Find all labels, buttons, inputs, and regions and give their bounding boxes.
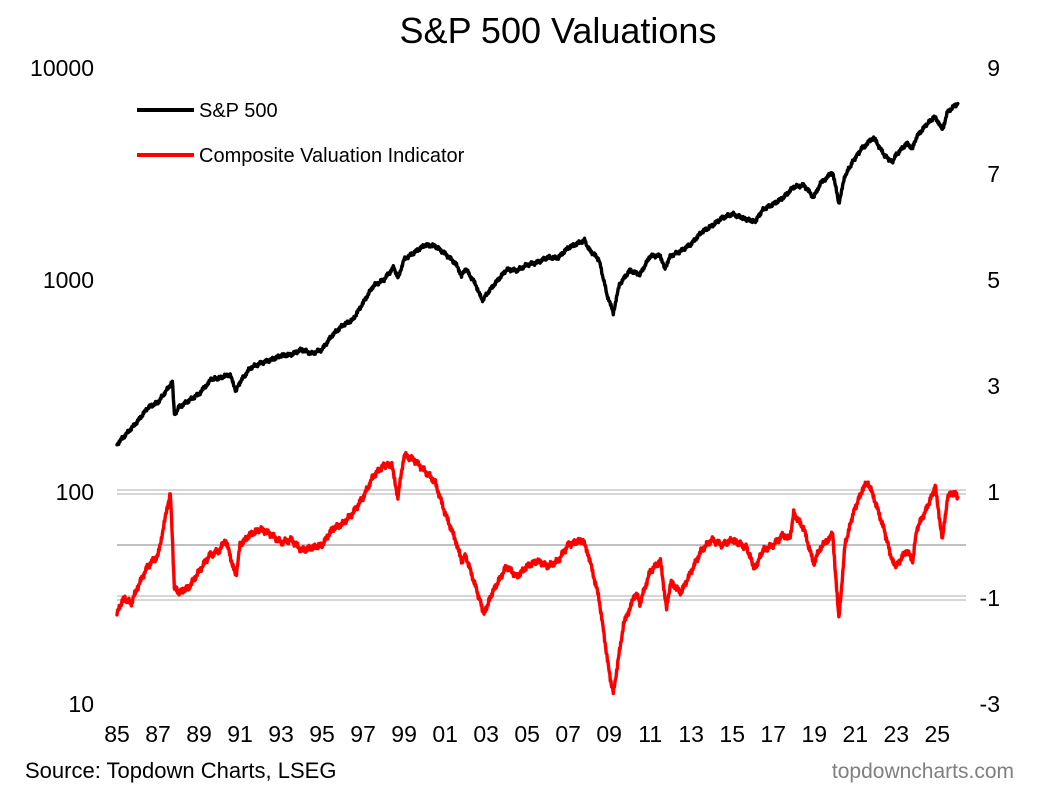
source-note: Source: Topdown Charts, LSEG bbox=[25, 758, 336, 783]
left-axis-tick-label: 10 bbox=[68, 691, 94, 717]
chart-title: S&P 500 Valuations bbox=[400, 10, 717, 51]
reference-lines bbox=[117, 489, 966, 601]
right-axis-tick-label: -1 bbox=[980, 585, 1000, 611]
x-axis-tick-label: 91 bbox=[227, 721, 253, 747]
x-axis-tick-label: 17 bbox=[760, 721, 786, 747]
series-layer bbox=[115, 101, 960, 696]
left-axis-tick-label: 100 bbox=[56, 479, 94, 505]
left-axis-tick-label: 10000 bbox=[30, 55, 94, 81]
x-axis-tick-label: 11 bbox=[638, 721, 662, 747]
right-axis-tick-label: 5 bbox=[987, 267, 1000, 293]
x-axis-tick-label: 97 bbox=[350, 721, 376, 747]
x-axis-tick-label: 13 bbox=[678, 721, 704, 747]
right-axis-tick-label: 1 bbox=[987, 479, 1000, 505]
x-axis-tick-label: 85 bbox=[104, 721, 130, 747]
legend-label-cvi: Composite Valuation Indicator bbox=[199, 145, 465, 167]
x-axis-tick-label: 23 bbox=[883, 721, 909, 747]
x-axis-tick-label: 15 bbox=[719, 721, 745, 747]
x-axis-tick-label: 03 bbox=[473, 721, 499, 747]
right-axis-tick-label: 9 bbox=[987, 55, 1000, 81]
x-axis-tick-label: 87 bbox=[145, 721, 171, 747]
x-axis-tick-label: 95 bbox=[309, 721, 335, 747]
x-axis-tick-label: 01 bbox=[432, 721, 458, 747]
right-axis-tick-label: 7 bbox=[987, 161, 1000, 187]
x-axis-tick-label: 89 bbox=[186, 721, 212, 747]
series-line-cvi bbox=[115, 451, 960, 696]
legend: S&P 500 Composite Valuation Indicator bbox=[137, 100, 465, 167]
left-axis-tick-label: 1000 bbox=[43, 267, 94, 293]
right-axis-tick-label: -3 bbox=[980, 691, 1000, 717]
legend-label-sp500: S&P 500 bbox=[199, 100, 278, 122]
right-axis-tick-label: 3 bbox=[987, 373, 1000, 399]
x-axis-tick-label: 05 bbox=[514, 721, 540, 747]
x-axis-tick-label: 09 bbox=[596, 721, 622, 747]
x-axis-tick-label: 07 bbox=[555, 721, 581, 747]
right-axis-ticks: -3 -1 1 3 5 7 9 bbox=[980, 55, 1000, 717]
x-axis-ticks: 85 87 89 91 93 95 97 99 01 03 05 07 09 11 13 15 17 19 21 23… bbox=[104, 721, 950, 747]
x-axis-tick-label: 93 bbox=[268, 721, 294, 747]
x-axis-tick-label: 99 bbox=[391, 721, 417, 747]
x-axis-tick-label: 21 bbox=[842, 721, 868, 747]
series-line-sp500 bbox=[115, 101, 960, 447]
x-axis-tick-label: 19 bbox=[801, 721, 827, 747]
left-axis-ticks: 10 100 1000 10000 bbox=[30, 55, 94, 717]
x-axis-tick-label: 25 bbox=[924, 721, 950, 747]
brand-watermark: topdowncharts.com bbox=[832, 760, 1014, 783]
